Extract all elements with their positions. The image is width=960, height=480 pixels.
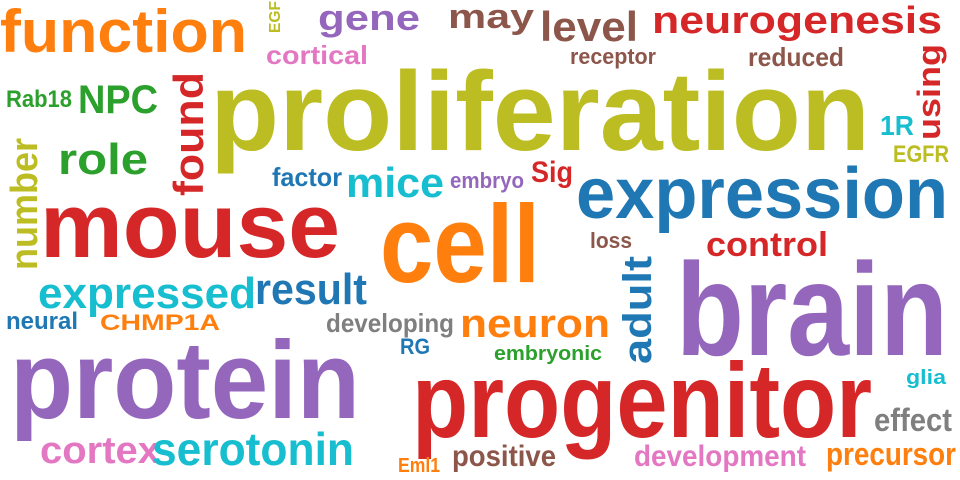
- word-brain: brain: [676, 236, 949, 383]
- word-development: development: [634, 440, 807, 473]
- word-mouse: mouse: [40, 175, 341, 277]
- word-cell: cell: [380, 183, 541, 306]
- word-neuron: neuron: [460, 302, 610, 346]
- word-may: may: [448, 0, 535, 36]
- word-neurogenesis: neurogenesis: [652, 0, 943, 42]
- word-egfr: EGFR: [893, 141, 950, 168]
- word-using: using: [911, 44, 947, 140]
- word-function: function: [0, 0, 248, 65]
- word-protein: protein: [10, 319, 361, 442]
- word-reduced: reduced: [748, 42, 845, 72]
- word-precursor: precursor: [826, 436, 956, 472]
- word-egf: EGF: [267, 1, 284, 34]
- word-chmp1a: CHMP1A: [100, 310, 221, 335]
- word-1r: 1R: [880, 110, 915, 141]
- word-positive: positive: [452, 440, 557, 473]
- word-number: number: [4, 137, 46, 270]
- word-expressed: expressed: [38, 269, 257, 318]
- word-developing: developing: [326, 308, 455, 338]
- word-glia: glia: [906, 367, 946, 389]
- word-cortical: cortical: [266, 40, 369, 70]
- word-serotonin: serotonin: [152, 423, 355, 475]
- word-control: control: [706, 226, 829, 264]
- word-loss: loss: [590, 228, 633, 253]
- word-sig: Sig: [531, 156, 574, 189]
- word-eml1: Eml1: [398, 455, 441, 477]
- word-factor: factor: [272, 162, 343, 192]
- word-rg: RG: [400, 334, 430, 359]
- word-npc: NPC: [78, 78, 158, 122]
- word-receptor: receptor: [570, 44, 657, 69]
- word-role: role: [58, 135, 149, 184]
- word-cortex: cortex: [40, 430, 161, 472]
- word-rab18: Rab18: [6, 86, 73, 113]
- word-effect: effect: [874, 402, 952, 438]
- word-mice: mice: [346, 159, 445, 206]
- word-embryonic: embryonic: [494, 343, 603, 365]
- word-embryo: embryo: [450, 168, 525, 193]
- word-level: level: [540, 3, 639, 50]
- word-neural: neural: [6, 308, 79, 335]
- word-expression: expression: [576, 154, 949, 234]
- word-gene: gene: [318, 0, 421, 38]
- word-result: result: [255, 265, 368, 314]
- word-progenitor: progenitor: [412, 342, 873, 460]
- word-proliferation: proliferation: [210, 49, 871, 174]
